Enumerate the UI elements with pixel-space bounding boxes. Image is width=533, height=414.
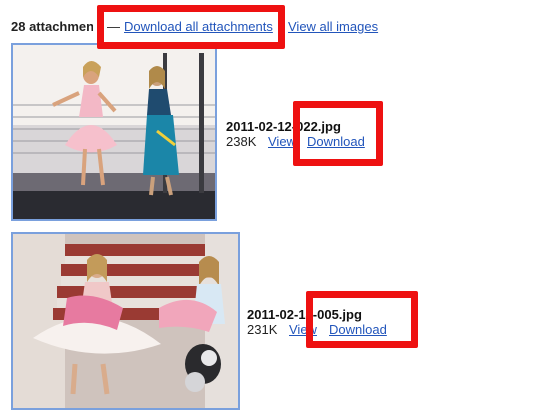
header-separator: — <box>107 19 120 34</box>
highlight-box-download-all <box>97 5 285 49</box>
attachment-thumbnail[interactable] <box>11 43 217 221</box>
attachment-filename: 2011-02-12-022.jpg <box>226 119 341 134</box>
highlight-box-download-2 <box>306 291 418 348</box>
attachment-count: 28 attachments <box>11 19 93 34</box>
attachment-size: 231K <box>247 322 278 337</box>
highlight-box-download-1 <box>293 101 383 166</box>
attachment-view-link[interactable]: View <box>268 134 296 149</box>
attachment-thumbnail[interactable] <box>11 232 240 410</box>
photo-girls-on-deck <box>13 45 215 219</box>
attachment-size: 238K <box>226 134 257 149</box>
photo-girls-on-stairs <box>13 234 238 408</box>
attachment-download-link[interactable]: Download <box>307 134 365 149</box>
view-all-images-link[interactable]: View all images <box>288 19 379 34</box>
download-all-attachments-link[interactable]: Download all attachments <box>124 19 273 34</box>
attachment-filename: 2011-02-13-005.jpg <box>247 307 362 322</box>
attachment-download-link[interactable]: Download <box>329 322 387 337</box>
